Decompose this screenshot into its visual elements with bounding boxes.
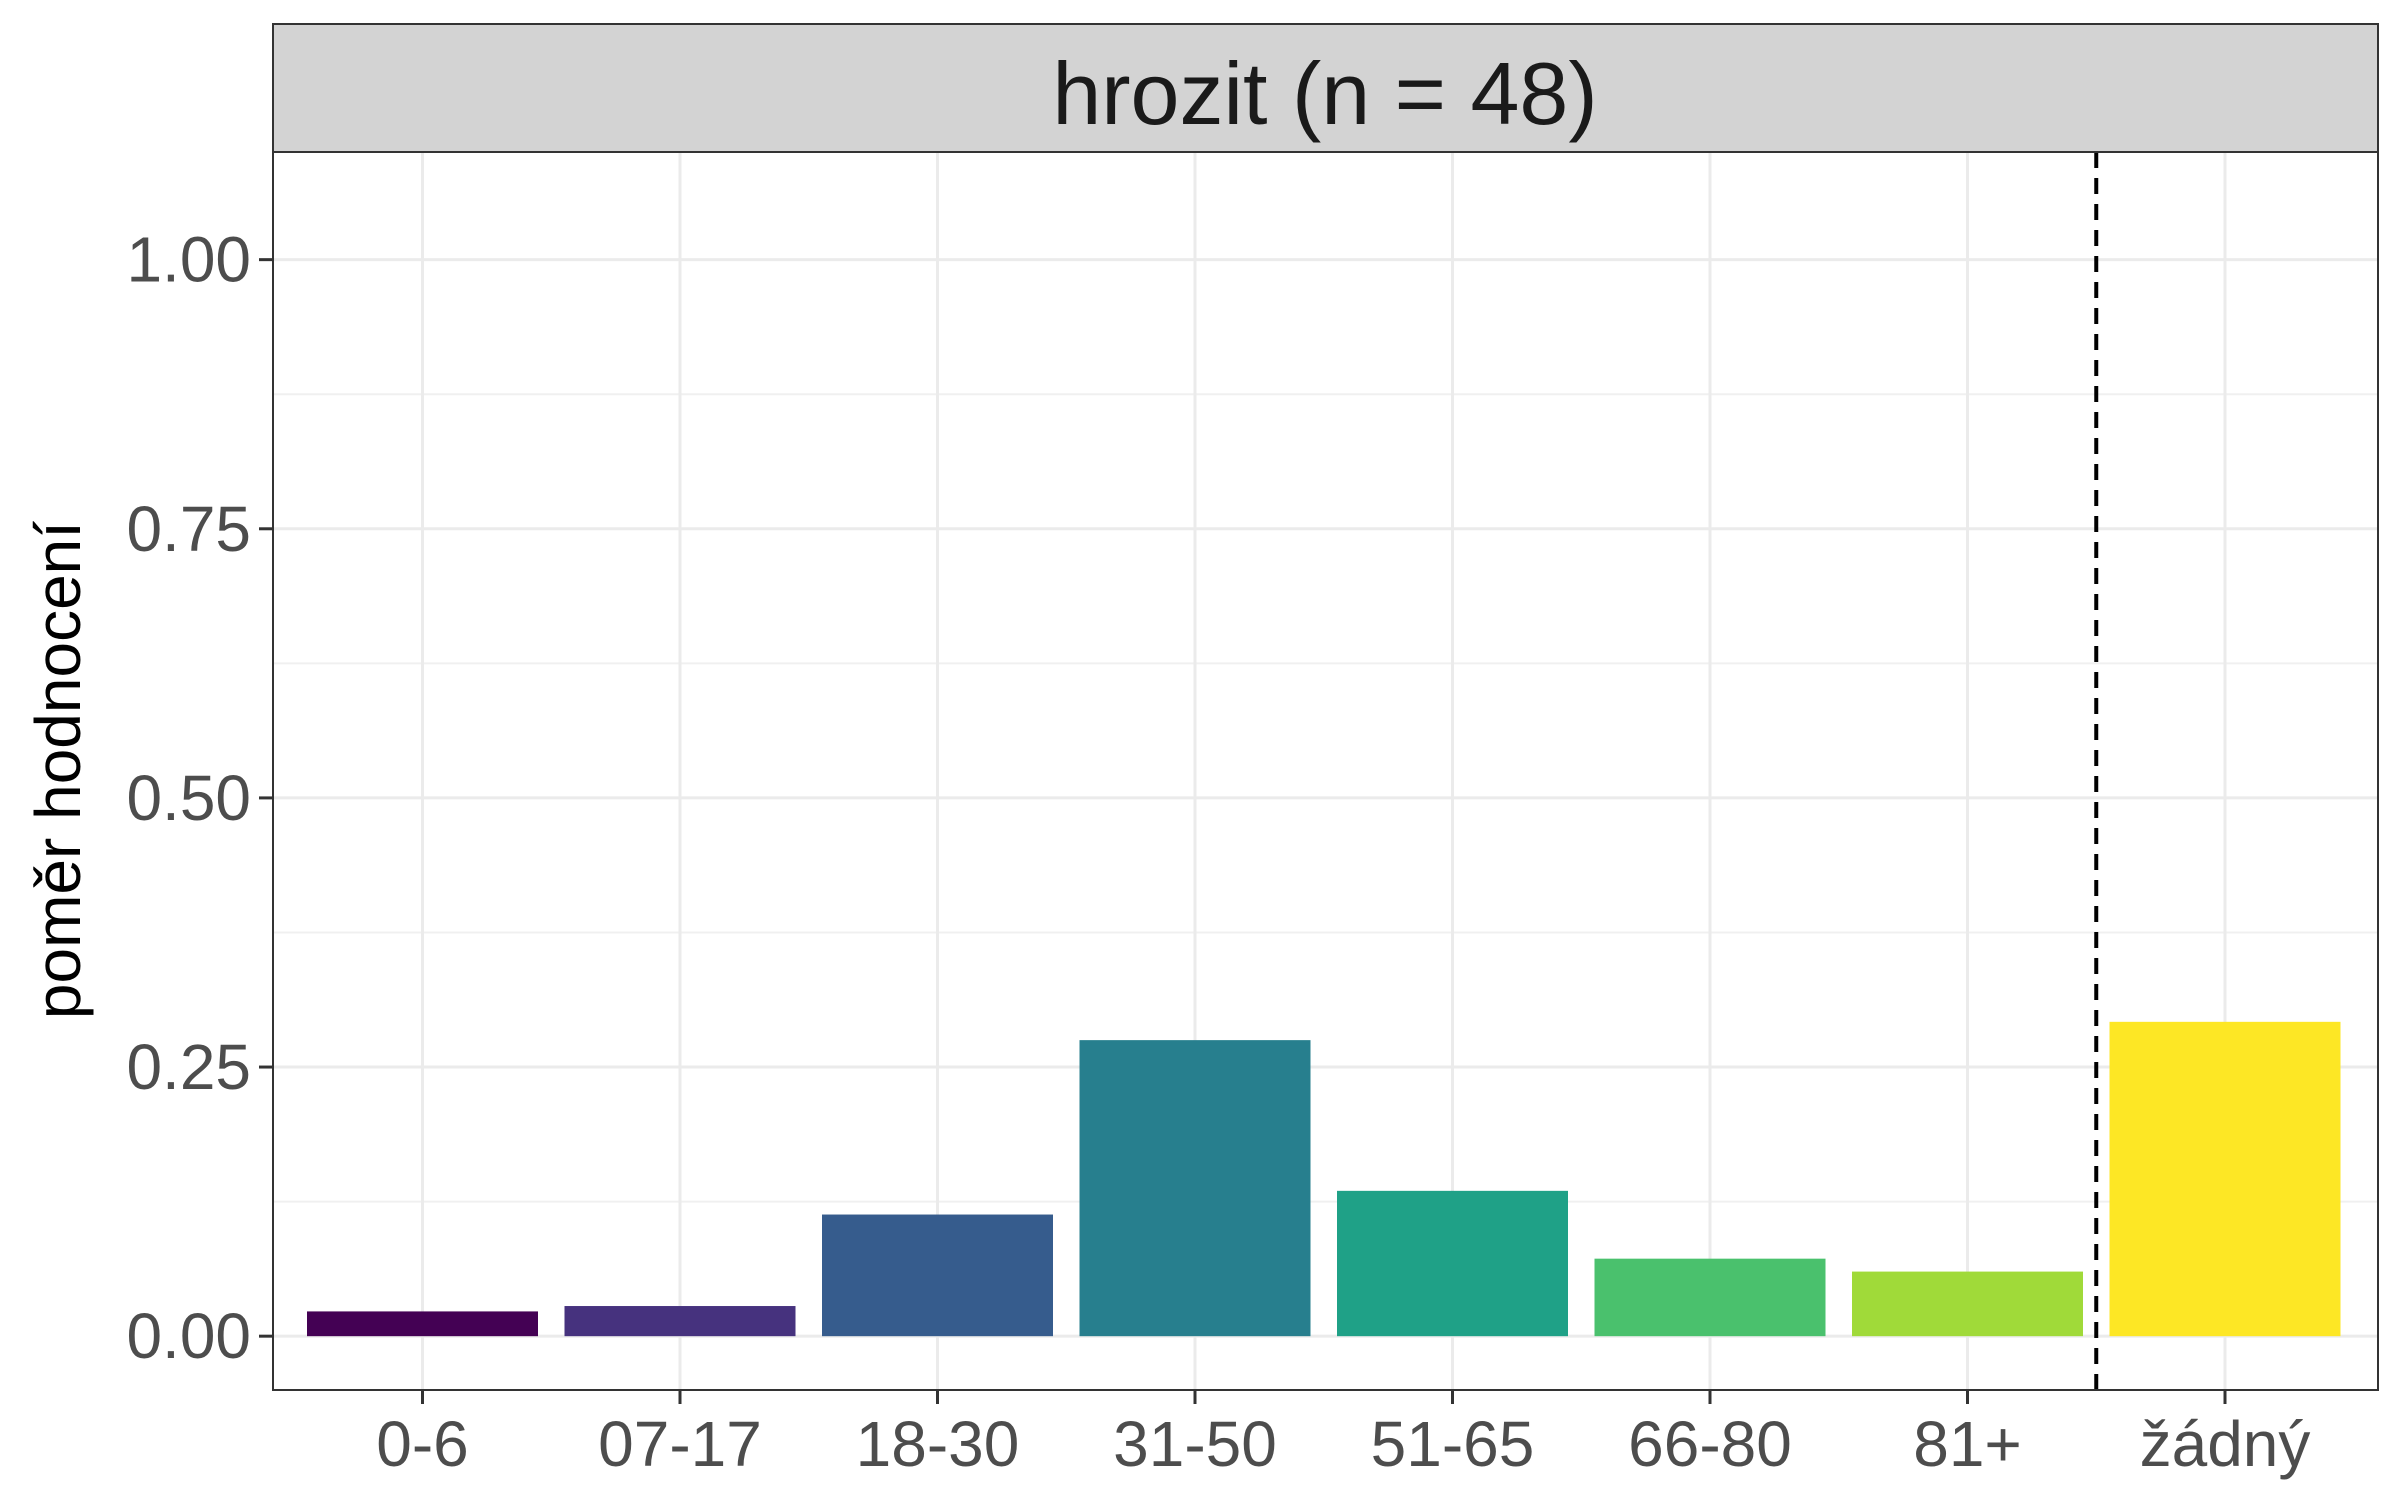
bar (1852, 1271, 2083, 1337)
x-tick-label: 07-17 (598, 1408, 762, 1480)
bars (307, 1021, 2341, 1337)
x-tick-label: 18-30 (856, 1408, 1020, 1480)
x-tick-label: 81+ (1913, 1408, 2022, 1480)
bar (2109, 1021, 2341, 1337)
bar (1079, 1040, 1311, 1337)
x-tick-label: 51-65 (1371, 1408, 1535, 1480)
x-tick-labels: 0-6 07-17 18-30 31-50 51-65 66-80 81+ žádný (376, 1408, 2310, 1480)
y-tick-label: 1.00 (126, 224, 251, 296)
strip-background (272, 23, 2379, 153)
x-tick-label: 66-80 (1628, 1408, 1792, 1480)
x-tick-label: žádný (2140, 1408, 2311, 1480)
y-tick-labels: 0.00 0.25 0.50 0.75 1.00 (126, 224, 251, 1373)
bar (822, 1214, 1053, 1337)
facet-strip: hrozit (n = 48) (272, 23, 2379, 153)
bar (564, 1306, 796, 1337)
y-tick-label: 0.75 (126, 493, 251, 565)
strip-title: hrozit (n = 48) (1052, 44, 1597, 143)
axis-ticks (259, 258, 2227, 1404)
bar (1337, 1190, 1568, 1337)
y-tick-label: 0.00 (126, 1300, 251, 1372)
x-tick-label: 0-6 (376, 1408, 469, 1480)
y-tick-label: 0.25 (126, 1031, 251, 1103)
y-axis-title: poměr hodnocení (22, 521, 94, 1019)
bar (307, 1311, 538, 1337)
x-tick-label: 31-50 (1113, 1408, 1277, 1480)
grid-lines (273, 152, 2378, 1390)
bar (1594, 1258, 1826, 1337)
panel-border (272, 151, 2379, 1391)
y-tick-label: 0.50 (126, 762, 251, 834)
